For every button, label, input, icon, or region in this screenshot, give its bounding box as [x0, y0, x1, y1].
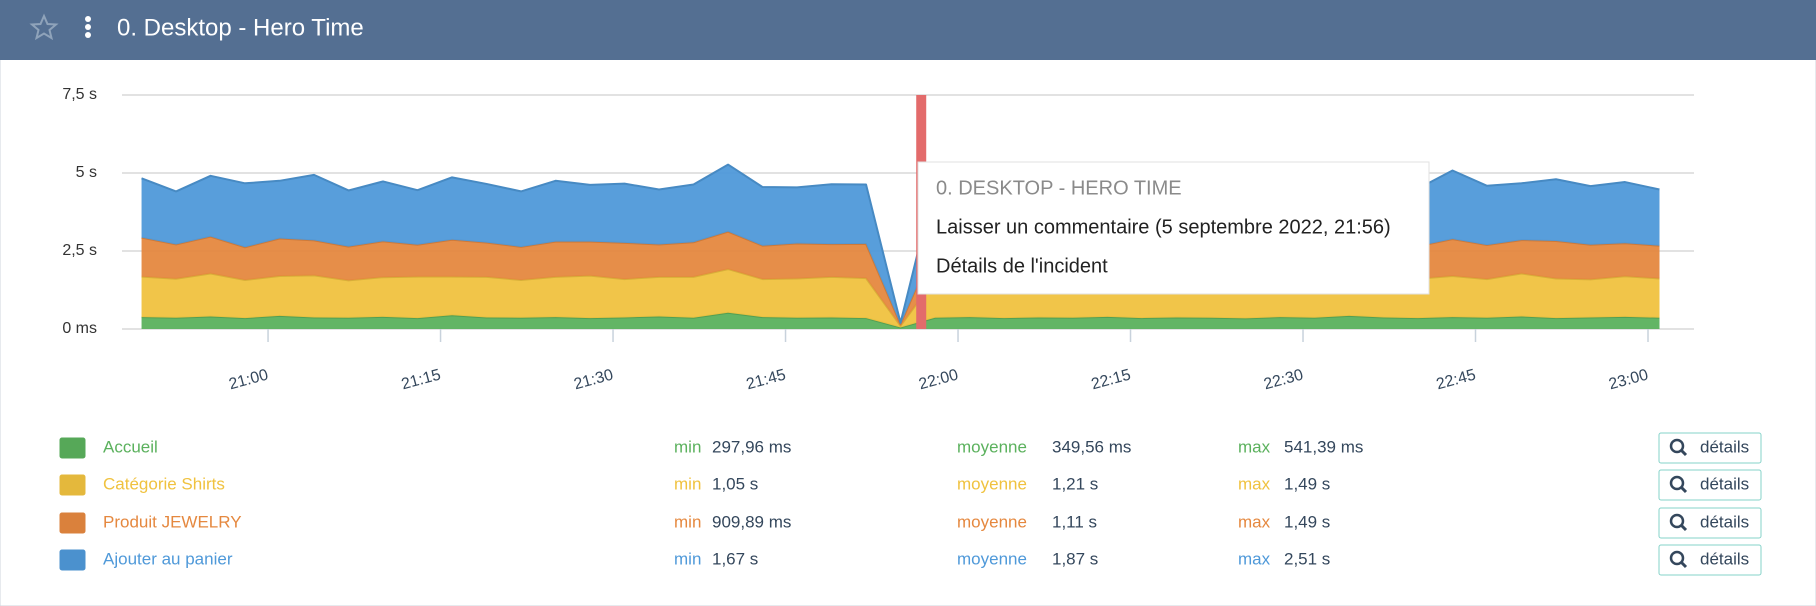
stat-value: 909,89 ms: [712, 512, 791, 531]
area-band: [141, 312, 1660, 329]
details-button[interactable]: détails: [1658, 507, 1762, 539]
tooltip-title: 0. DESKTOP - HERO TIME: [936, 177, 1182, 199]
details-button[interactable]: détails: [1658, 544, 1762, 576]
stat-value: 1,87 s: [1052, 549, 1098, 568]
stat-value: 349,56 ms: [1052, 437, 1131, 456]
details-icon: [1669, 550, 1685, 566]
stat-label: max: [1238, 474, 1271, 493]
stat-value: 1,05 s: [712, 474, 758, 493]
stat-value: 1,49 s: [1284, 474, 1330, 493]
details-label[interactable]: détails: [1700, 437, 1749, 456]
stat-label: max: [1238, 437, 1271, 456]
stat-value: 541,39 ms: [1284, 437, 1363, 456]
legend-name[interactable]: Accueil: [103, 437, 158, 456]
stat-label: moyenne: [957, 474, 1027, 493]
stat-label: max: [1238, 549, 1271, 568]
stat-label: min: [674, 512, 701, 531]
stat-label: moyenne: [957, 512, 1027, 531]
details-icon-handle: [1680, 524, 1688, 532]
details-button[interactable]: détails: [1658, 469, 1762, 501]
legend-name[interactable]: Produit JEWELRY: [103, 512, 242, 531]
stat-value: 1,21 s: [1052, 474, 1098, 493]
legend-swatch[interactable]: [59, 437, 86, 459]
stat-value: 1,67 s: [712, 549, 758, 568]
y-tick-label: 7,5 s: [62, 86, 97, 103]
y-tick-label: 0 ms: [62, 320, 97, 337]
stat-value: 2,51 s: [1284, 549, 1330, 568]
stat-label: max: [1238, 512, 1271, 531]
details-label[interactable]: détails: [1700, 549, 1749, 568]
tooltip: 0. DESKTOP - HERO TIME Laisser un commen…: [917, 161, 1430, 295]
stat-label: moyenne: [957, 549, 1027, 568]
details-label[interactable]: détails: [1700, 512, 1749, 531]
legend-swatch[interactable]: [59, 549, 86, 571]
legend-name[interactable]: Ajouter au panier: [103, 549, 233, 568]
stat-label: min: [674, 474, 701, 493]
header-bar: [0, 0, 1816, 60]
header-title: 0. Desktop - Hero Time: [117, 14, 364, 41]
details-icon-handle: [1680, 561, 1688, 569]
details-button[interactable]: détails: [1658, 432, 1762, 464]
stat-label: min: [674, 437, 701, 456]
stat-value: 297,96 ms: [712, 437, 791, 456]
menu-dots[interactable]: [85, 16, 91, 38]
y-tick-label: 2,5 s: [62, 242, 97, 259]
details-icon-handle: [1680, 486, 1688, 494]
tooltip-box: [917, 161, 1430, 295]
details-icon: [1669, 438, 1685, 454]
legend-name[interactable]: Catégorie Shirts: [103, 474, 225, 493]
stat-value: 1,49 s: [1284, 512, 1330, 531]
legend: Accueil min 297,96 ms moyenne 349,56 ms max 54…: [59, 432, 1762, 576]
legend-swatch[interactable]: [59, 474, 86, 496]
stat-value: 1,11 s: [1052, 512, 1097, 531]
favorite-star[interactable]: [29, 13, 59, 41]
stat-label: moyenne: [957, 437, 1027, 456]
details-icon-handle: [1680, 449, 1688, 457]
details-icon: [1669, 475, 1685, 491]
y-tick-label: 5 s: [76, 164, 97, 181]
details-icon: [1669, 513, 1685, 529]
details-label[interactable]: détails: [1700, 474, 1749, 493]
tooltip-comment[interactable]: Laisser un commentaire (5 septembre 2022…: [936, 216, 1391, 238]
tooltip-incident[interactable]: Détails de l'incident: [936, 255, 1108, 277]
legend-swatch[interactable]: [59, 512, 86, 534]
stat-label: min: [674, 549, 701, 568]
